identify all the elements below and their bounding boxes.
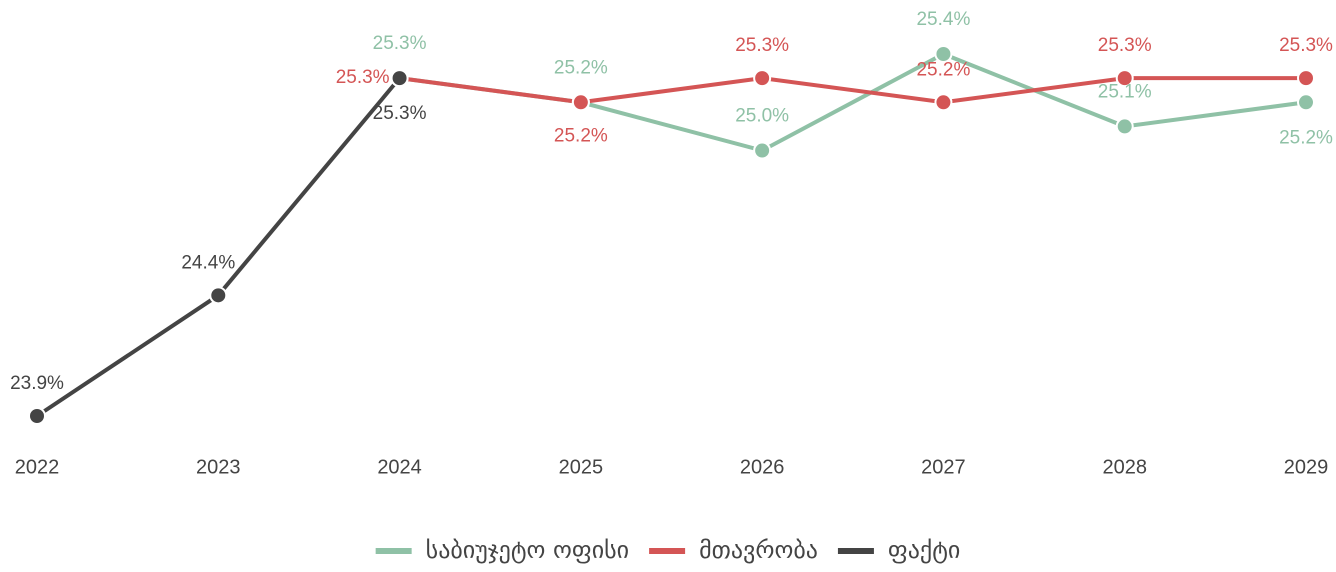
x-tick-label: 2022 <box>15 456 60 478</box>
x-tick-label: 2025 <box>559 456 604 478</box>
data-label: 25.3% <box>373 33 427 54</box>
series-line <box>399 76 1306 105</box>
data-point <box>1115 117 1134 136</box>
data-label: 25.2% <box>554 57 608 78</box>
data-label: 25.3% <box>735 35 789 56</box>
data-point <box>934 93 953 112</box>
data-point <box>1297 93 1315 112</box>
data-point <box>390 69 409 88</box>
x-tick-label: 2027 <box>921 456 966 478</box>
data-label: 25.3% <box>373 103 427 124</box>
data-point <box>1297 69 1315 88</box>
data-point <box>753 69 772 88</box>
legend-label: საბიუჯეტო ოფისი <box>426 536 629 564</box>
data-label: 25.0% <box>735 106 789 127</box>
x-tick-label: 2029 <box>1284 456 1329 478</box>
data-point <box>571 93 590 112</box>
data-label: 25.1% <box>1098 81 1152 102</box>
legend-label: მთავრობა <box>699 536 818 564</box>
x-tick-label: 2023 <box>196 456 241 478</box>
data-point <box>934 45 953 63</box>
data-label: 24.4% <box>181 252 235 273</box>
x-tick-label: 2026 <box>740 456 785 478</box>
data-point <box>753 141 772 160</box>
data-label: 23.9% <box>10 373 64 394</box>
data-label: 25.2% <box>916 59 970 80</box>
data-label: 25.3% <box>1279 35 1333 56</box>
legend-label: ფაქტი <box>888 536 960 564</box>
legend: საბიუჯეტო ოფისი მთავრობა ფაქტი <box>375 536 960 564</box>
series-line <box>35 76 402 418</box>
data-point <box>1115 69 1134 88</box>
x-tick-label: 2024 <box>377 456 422 478</box>
data-label: 25.4% <box>916 9 970 30</box>
data-label: 25.3% <box>336 67 390 88</box>
data-label: 25.2% <box>554 125 608 146</box>
data-label: 25.2% <box>1279 127 1333 148</box>
data-label: 25.3% <box>1098 35 1152 56</box>
series-line <box>399 51 1307 153</box>
x-tick-label: 2028 <box>1102 456 1147 478</box>
data-point <box>28 407 46 425</box>
data-point <box>209 286 228 305</box>
